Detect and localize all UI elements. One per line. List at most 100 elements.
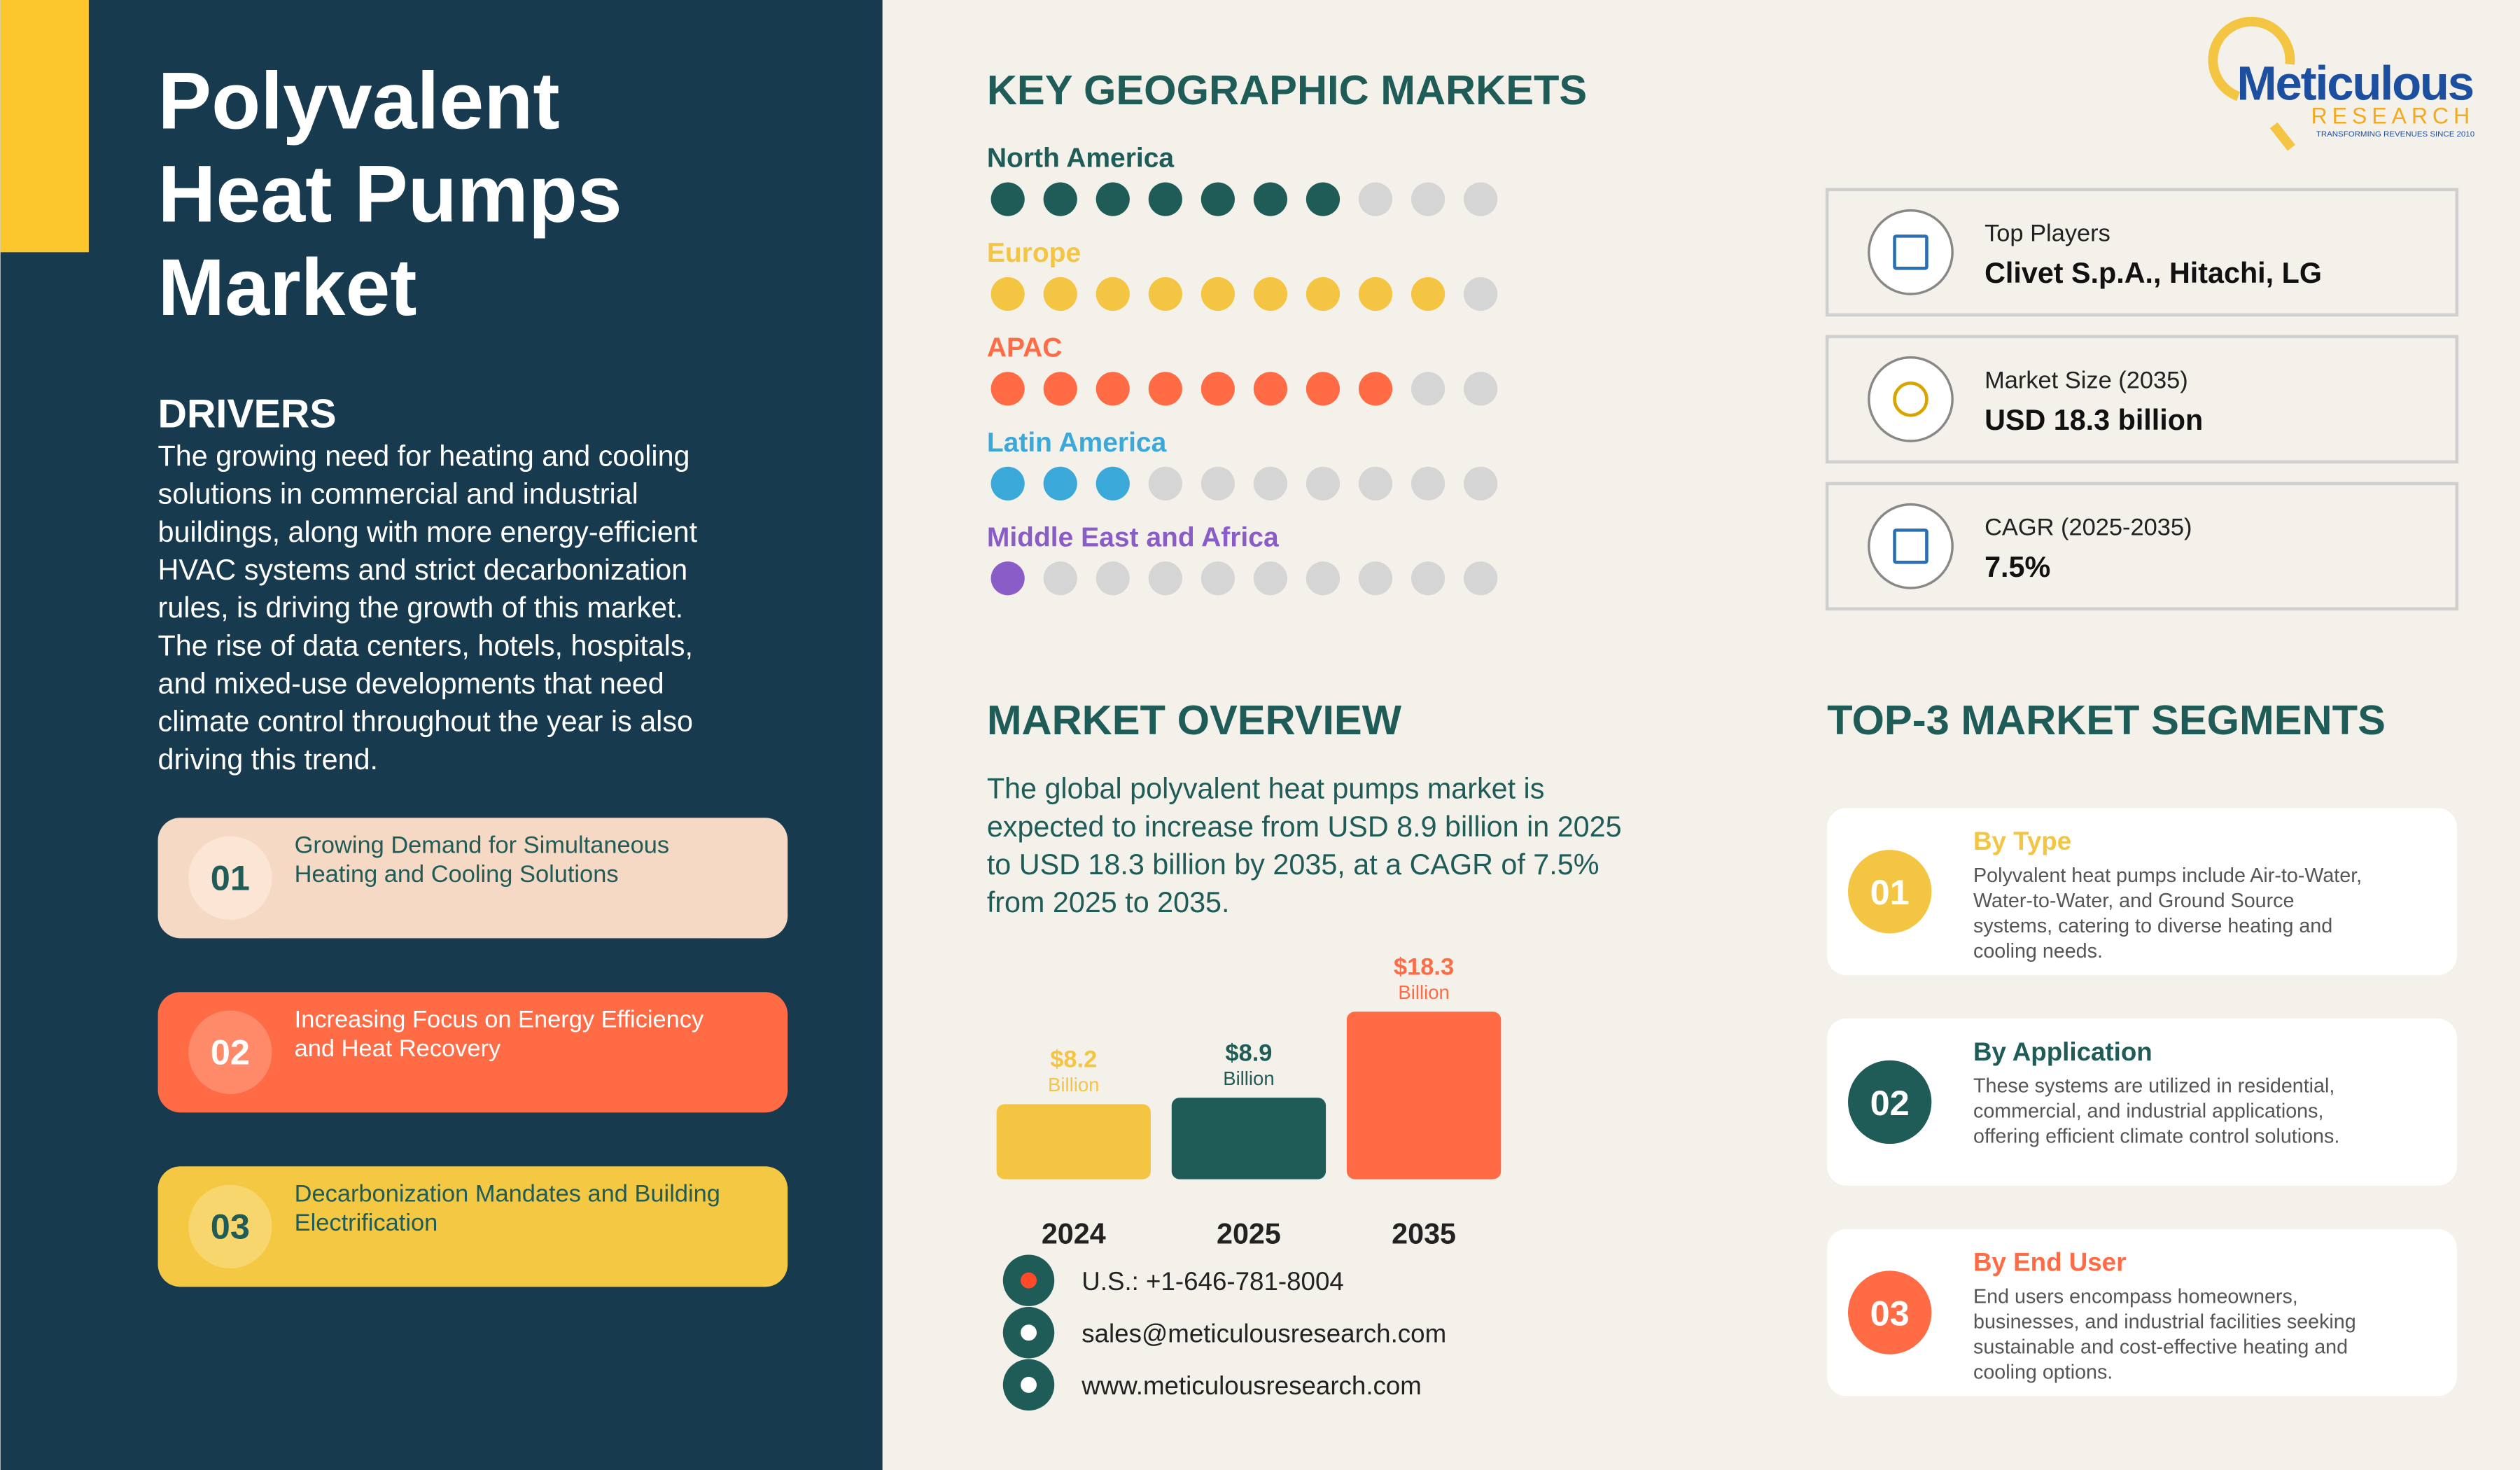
empty-dot [1096, 561, 1130, 596]
filled-dot [1096, 372, 1130, 406]
logo-tagline: TRANSFORMING REVENUES SINCE 2010 [2316, 130, 2474, 139]
overview-text: The global polyvalent heat pumps market … [987, 773, 1545, 805]
empty-dot [1464, 276, 1498, 312]
section-heading: MARKET OVERVIEW [987, 696, 1402, 743]
segment-title: By Application [1973, 1037, 2152, 1066]
segment-card [1827, 1228, 2457, 1396]
empty-dot [1410, 182, 1446, 216]
title-line: Market [158, 243, 417, 332]
empty-dot [1253, 561, 1288, 596]
bar-unit-label: Billion [1398, 981, 1449, 1003]
region-name: Latin America [987, 428, 1167, 458]
contact-text: U.S.: +1-646-781-8004 [1082, 1267, 1344, 1296]
logo-handle [2269, 122, 2295, 151]
bar-value-label: $8.2 [1050, 1046, 1097, 1073]
empty-dot [1043, 561, 1077, 596]
stat-icon-ring [1868, 209, 1954, 295]
bar-unit-label: Billion [1048, 1074, 1099, 1096]
stat-icon [1893, 234, 1928, 270]
filled-dot [990, 182, 1025, 216]
empty-dot [1410, 372, 1446, 406]
overview-text: from 2025 to 2035. [987, 886, 1230, 918]
segment-badge [1848, 1270, 1932, 1354]
filled-dot [990, 561, 1025, 596]
driver-text: Growing Demand for Simultaneous [295, 832, 669, 859]
drivers-text: buildings, along with more energy-effici… [158, 516, 698, 548]
segment-text: These systems are utilized in residentia… [1973, 1075, 2334, 1098]
contact-icon-dot [1021, 1376, 1037, 1393]
filled-dot [990, 372, 1025, 406]
region-name: North America [987, 144, 1175, 174]
segment-text: cooling options. [1973, 1361, 2113, 1383]
driver-card [158, 1166, 788, 1287]
overview-text: to USD 18.3 billion by 2035, at a CAGR o… [987, 848, 1600, 881]
segment-text: sustainable and cost-effective heating a… [1973, 1336, 2348, 1358]
segment-badge [1848, 1060, 1932, 1144]
stat-icon [1893, 382, 1928, 417]
x-tick-label: 2025 [1217, 1217, 1281, 1250]
drivers-text: rules, is driving the growth of this mar… [158, 592, 684, 624]
stat-label: Market Size (2035) [1984, 367, 2188, 393]
x-tick-label: 2024 [1042, 1217, 1106, 1250]
segment-badge [1848, 850, 1932, 934]
filled-dot [1200, 182, 1235, 216]
bar [996, 1104, 1151, 1180]
empty-dot [1200, 466, 1235, 500]
empty-dot [1200, 561, 1235, 596]
drivers-text: HVAC systems and strict decarbonization [158, 554, 688, 586]
accent-bar [0, 0, 89, 253]
filled-dot [1253, 182, 1288, 216]
contact-text: sales@meticulousresearch.com [1082, 1320, 1446, 1348]
segment-card [1827, 1018, 2457, 1186]
segment-number: 02 [1870, 1083, 1910, 1123]
stat-label: CAGR (2025-2035) [1984, 514, 2192, 540]
stat-card [1825, 188, 2459, 317]
empty-dot [1410, 466, 1446, 500]
drivers-text: The rise of data centers, hotels, hospit… [158, 629, 693, 662]
stat-icon-ring [1868, 503, 1954, 589]
bar-value-label: $18.3 [1394, 953, 1454, 980]
segment-title: By Type [1973, 827, 2071, 855]
filled-dot [1148, 182, 1182, 216]
title-line: Heat Pumps [158, 150, 622, 239]
segment-text: End users encompass homeowners, [1973, 1285, 2298, 1308]
contact-text: www.meticulousresearch.com [1081, 1371, 1422, 1400]
title-line: Polyvalent [158, 57, 560, 146]
driver-badge [188, 836, 272, 920]
filled-dot [990, 276, 1025, 312]
empty-dot [1358, 466, 1393, 500]
driver-number: 02 [211, 1032, 250, 1072]
filled-dot [1253, 276, 1288, 312]
stat-icon [1893, 528, 1928, 564]
filled-dot [1043, 182, 1077, 216]
contact-icon-dot [1021, 1272, 1037, 1289]
filled-dot [1043, 276, 1077, 312]
logo-sub: RESEARCH [2311, 104, 2474, 129]
contact-icon-dot [1021, 1324, 1037, 1341]
empty-dot [1358, 561, 1393, 596]
empty-dot [1464, 466, 1498, 500]
segment-text: commercial, and industrial applications, [1973, 1100, 2323, 1123]
bar [1171, 1098, 1326, 1180]
filled-dot [990, 466, 1025, 500]
empty-dot [1253, 466, 1288, 500]
stat-card [1825, 335, 2459, 464]
driver-badge [188, 1184, 272, 1268]
filled-dot [1148, 276, 1182, 312]
empty-dot [1464, 561, 1498, 596]
region-name: Middle East and Africa [987, 522, 1279, 552]
region-name: Europe [987, 238, 1081, 268]
filled-dot [1306, 372, 1340, 406]
filled-dot [1096, 276, 1130, 312]
section-heading: KEY GEOGRAPHIC MARKETS [987, 66, 1587, 113]
filled-dot [1200, 372, 1235, 406]
overview-text: expected to increase from USD 8.9 billio… [987, 811, 1622, 843]
drivers-heading: DRIVERS [158, 391, 337, 436]
filled-dot [1096, 466, 1130, 500]
empty-dot [1306, 561, 1340, 596]
stat-value: Clivet S.p.A., Hitachi, LG [1984, 257, 2322, 289]
driver-number: 03 [211, 1207, 250, 1247]
filled-dot [1306, 182, 1340, 216]
driver-card [158, 818, 788, 939]
